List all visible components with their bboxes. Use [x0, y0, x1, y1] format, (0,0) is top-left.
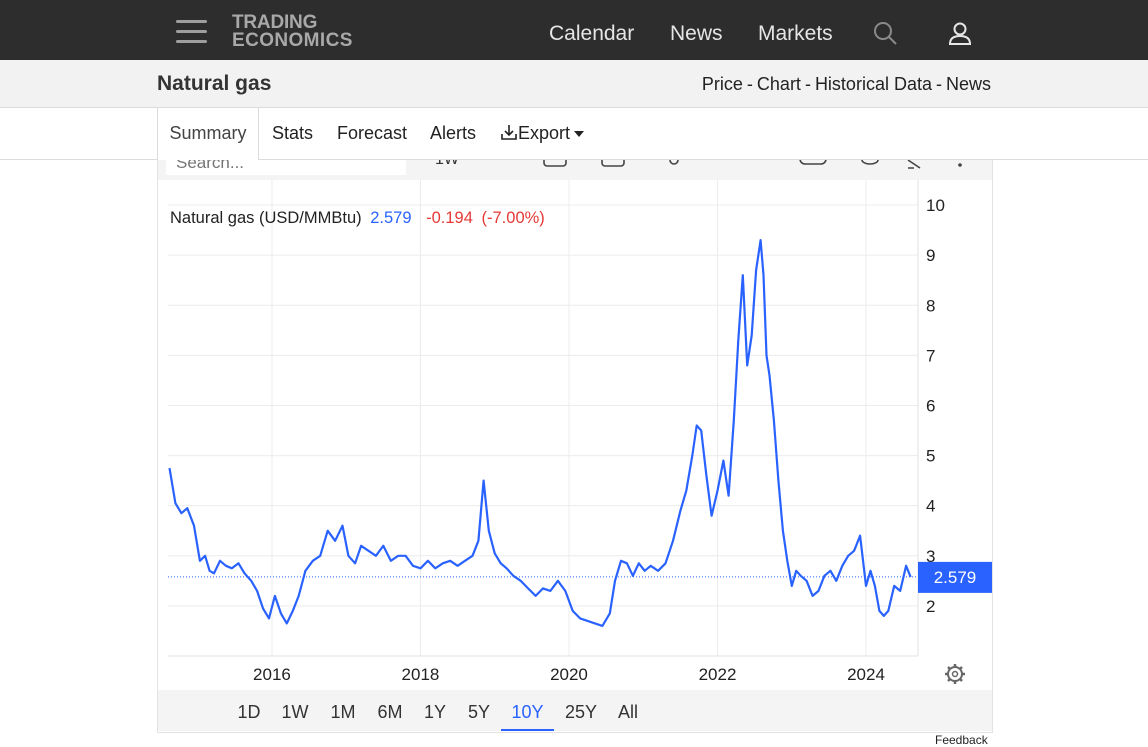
price-tag-label: 2.579 — [934, 568, 977, 587]
range-1w[interactable]: 1W — [281, 702, 309, 722]
top-navbar: TRADING ECONOMICS Calendar News Markets — [0, 0, 1148, 60]
y-tick-label: 3 — [926, 547, 935, 566]
legend-series-name: Natural gas (USD/MMBtu) — [170, 209, 362, 227]
tab-export[interactable]: Export — [500, 108, 585, 159]
y-tick-label: 9 — [926, 246, 935, 265]
hamburger-menu-icon[interactable] — [176, 18, 208, 44]
more-options-icon[interactable] — [958, 163, 962, 167]
legend-change-pct: (-7.00%) — [482, 209, 545, 227]
crumb-separator: - — [935, 74, 942, 94]
site-logo[interactable]: TRADING ECONOMICS — [232, 12, 353, 51]
tab-forecast[interactable]: Forecast — [337, 123, 408, 143]
y-tick-label: 2 — [926, 597, 935, 616]
range-25y[interactable]: 25Y — [564, 702, 598, 722]
tabs-bar: Summary Stats Forecast Alerts Export — [0, 108, 1148, 160]
y-tick-label: 6 — [926, 396, 935, 415]
chart-widget: 1W 2 3 4 5 6 7 8 9 10 2016 2018 2020 2022 2024 2.579… — [157, 150, 993, 733]
section-links: Price - Chart - Historical Data - News — [702, 74, 991, 95]
tab-export-label: Export — [518, 123, 571, 143]
nav-link-markets[interactable]: Markets — [758, 22, 833, 45]
y-tick-label: 8 — [926, 296, 935, 315]
range-6m[interactable]: 6M — [377, 702, 403, 722]
x-tick-label: 2024 — [847, 665, 885, 684]
link-historical-data[interactable]: Historical Data — [814, 74, 932, 94]
logo-line2: ECONOMICS — [232, 30, 353, 51]
y-tick-label: 5 — [926, 447, 935, 466]
user-account-icon[interactable] — [946, 20, 974, 48]
fullscreen-icon[interactable] — [907, 159, 921, 169]
page-title: Natural gas — [157, 72, 272, 95]
link-chart[interactable]: Chart — [756, 74, 801, 94]
x-tick-label: 2016 — [253, 665, 291, 684]
range-1m[interactable]: 1M — [330, 702, 356, 722]
y-tick-label: 4 — [926, 497, 935, 516]
feedback-link[interactable]: Feedback — [935, 733, 988, 747]
link-price[interactable]: Price — [701, 74, 743, 94]
time-range-bar: 1D 1W 1M 6M 1Y 5Y 10Y 25Y All — [158, 690, 992, 731]
x-tick-label: 2020 — [550, 665, 588, 684]
range-1d[interactable]: 1D — [237, 702, 261, 722]
x-tick-label: 2022 — [699, 665, 737, 684]
tab-summary[interactable]: Summary — [157, 108, 259, 160]
price-chart[interactable]: 2 3 4 5 6 7 8 9 10 2016 2018 2020 2022 2024 2.579 Na… — [158, 150, 992, 690]
series-line — [168, 239, 912, 627]
price-tag — [918, 561, 992, 593]
x-tick-label: 2018 — [402, 665, 440, 684]
chart-settings-icon[interactable] — [945, 664, 965, 684]
y-tick-label: 10 — [926, 196, 945, 215]
tab-alerts[interactable]: Alerts — [430, 123, 477, 143]
range-5y[interactable]: 5Y — [467, 702, 491, 722]
range-10y[interactable]: 10Y — [501, 690, 554, 731]
logo-line1: TRADING — [232, 12, 318, 33]
download-icon — [501, 125, 517, 140]
chevron-down-icon — [574, 131, 585, 138]
crumb-separator: - — [804, 74, 811, 94]
nav-link-calendar[interactable]: Calendar — [549, 22, 635, 45]
crumb-separator: - — [746, 74, 753, 94]
y-tick-label: 7 — [926, 346, 935, 365]
nav-link-news[interactable]: News — [670, 22, 723, 45]
legend-last-value: 2.579 — [370, 209, 411, 227]
search-icon[interactable] — [872, 20, 898, 46]
link-news[interactable]: News — [945, 74, 991, 94]
range-all[interactable]: All — [617, 702, 638, 722]
tab-stats[interactable]: Stats — [272, 123, 314, 143]
title-bar: Natural gas Price - Chart - Historical Data -… — [0, 60, 1148, 108]
range-1y[interactable]: 1Y — [423, 702, 447, 722]
chart-legend: Natural gas (USD/MMBtu) 2.579 -0.194 (-7… — [170, 209, 545, 227]
legend-change: -0.194 — [426, 209, 473, 227]
